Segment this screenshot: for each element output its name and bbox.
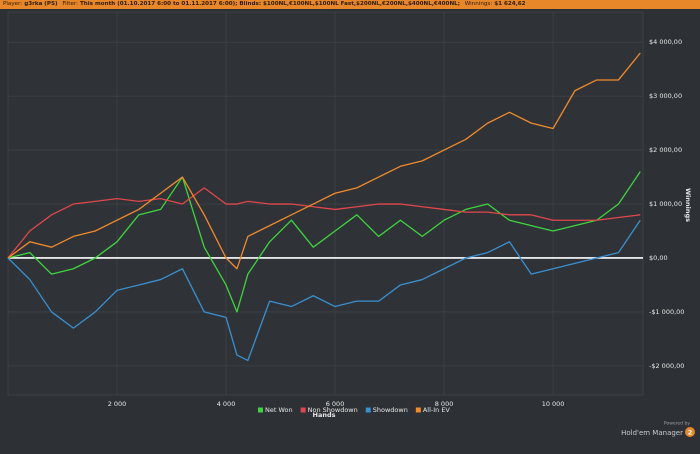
x-tick-label: 6 000: [326, 400, 345, 408]
legend-swatch: [300, 407, 306, 413]
legend-label: Showdown: [373, 406, 408, 414]
series-line: [7, 187, 641, 259]
x-axis-label: Hands: [313, 411, 336, 419]
header-bar: Player: g3rka (PS) Filter: This month (01.…: [0, 0, 700, 9]
chart: Hands Winnings Powered by Hold'em Manage…: [7, 11, 695, 437]
player-label: Player:: [3, 1, 23, 7]
x-tick-label: 2 000: [108, 400, 127, 408]
legend-label: Non Showdown: [308, 406, 358, 414]
legend-swatch: [415, 407, 421, 413]
series-line: [7, 171, 641, 313]
filter: This month (01.10.2017 6:00 to 01.11.201…: [79, 1, 460, 7]
y-tick-label: $0,00: [649, 254, 668, 262]
series-line: [7, 52, 641, 270]
x-tick-label: 8 000: [435, 400, 454, 408]
legend-swatch: [365, 407, 371, 413]
y-tick-label: -$2 000,00: [649, 362, 684, 370]
y-tick-label: $4 000,00: [649, 38, 682, 46]
brand-badge-text: 2: [688, 429, 693, 437]
y-tick-label: $3 000,00: [649, 92, 682, 100]
plot-area: [7, 11, 644, 396]
legend-label: All-In EV: [423, 406, 451, 414]
series-line: [7, 219, 641, 362]
powered-by: Powered by: [664, 421, 690, 427]
y-tick-label: $2 000,00: [649, 146, 682, 154]
x-tick-label: 10 000: [542, 400, 565, 408]
y-axis-label: Winnings: [684, 188, 692, 222]
brand-badge: [685, 427, 695, 437]
winnings: $1 624,62: [494, 1, 526, 7]
legend-swatch: [258, 407, 263, 413]
player: g3rka (PS): [24, 1, 58, 7]
y-tick-label: -$1 000,00: [649, 308, 684, 316]
y-tick-label: $1 000,00: [649, 200, 682, 208]
x-tick-label: 4 000: [217, 400, 236, 408]
brand: Hold'em Manager: [621, 429, 683, 437]
filter-label: Filter:: [62, 1, 78, 7]
legend-label: Net Won: [265, 406, 293, 414]
winnings-label: Winnings:: [464, 1, 493, 7]
